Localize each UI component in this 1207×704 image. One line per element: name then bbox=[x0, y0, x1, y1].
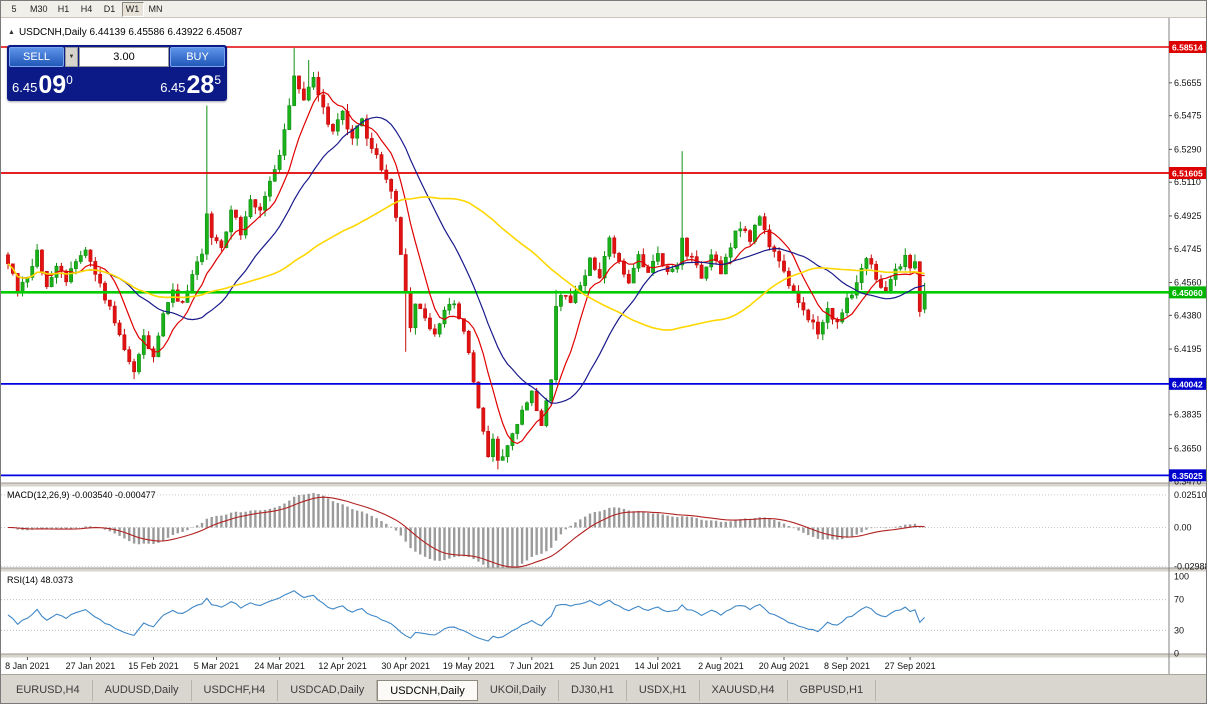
tab-usdchf-h4[interactable]: USDCHF,H4 bbox=[192, 680, 279, 701]
tab-usdcad-daily[interactable]: USDCAD,Daily bbox=[278, 680, 378, 701]
buy-price-fraction: 5 bbox=[214, 73, 221, 87]
macd-indicator-label: MACD(12,26,9) -0.003540 -0.000477 bbox=[7, 490, 156, 500]
timeframe-button-d1[interactable]: D1 bbox=[103, 3, 116, 14]
volume-input[interactable] bbox=[79, 47, 169, 67]
sell-price-pips: 09 bbox=[38, 71, 67, 99]
tab-usdx-h1[interactable]: USDX,H1 bbox=[627, 680, 700, 701]
chart-window[interactable] bbox=[1, 18, 1206, 676]
tab-xauusd-h4[interactable]: XAUUSD,H4 bbox=[700, 680, 788, 701]
sell-price-fraction: 0 bbox=[66, 73, 73, 87]
one-click-trading-panel: SELL ▼ BUY 6.45 09 0 6.45 28 5 bbox=[7, 45, 227, 101]
sell-button[interactable]: SELL bbox=[9, 47, 64, 67]
sell-price[interactable]: 6.45 09 0 bbox=[9, 67, 115, 99]
volume-spinner-icon[interactable]: ▼ bbox=[65, 47, 78, 67]
tab-ukoil-daily[interactable]: UKOil,Daily bbox=[478, 680, 560, 701]
buy-price-base: 6.45 bbox=[160, 80, 186, 95]
timeframe-toolbar: 5 M30 H1 H4 D1 W1 MN bbox=[1, 1, 1206, 18]
timeframe-button-h4[interactable]: H4 bbox=[80, 3, 93, 14]
tab-audusd-daily[interactable]: AUDUSD,Daily bbox=[93, 680, 192, 701]
timeframe-button-m30[interactable]: M30 bbox=[30, 3, 48, 14]
tab-eurusd-h4[interactable]: EURUSD,H4 bbox=[4, 680, 93, 701]
timeframe-button-5[interactable]: 5 bbox=[11, 3, 17, 14]
timeframe-button-w1[interactable]: W1 bbox=[121, 1, 144, 17]
tab-usdcnh-daily[interactable]: USDCNH,Daily bbox=[377, 680, 478, 701]
chart-title: ▲ USDCNH,Daily 6.44139 6.45586 6.43922 6… bbox=[8, 27, 242, 38]
timeframe-button-h1[interactable]: H1 bbox=[57, 3, 70, 14]
buy-price-pips: 28 bbox=[186, 71, 215, 99]
timeframe-button-mn[interactable]: MN bbox=[148, 3, 163, 14]
rsi-indicator-label: RSI(14) 48.0373 bbox=[7, 575, 74, 585]
collapse-trade-panel-icon[interactable]: ▲ bbox=[8, 29, 15, 36]
tab-gbpusd-h1[interactable]: GBPUSD,H1 bbox=[788, 680, 877, 701]
buy-button[interactable]: BUY bbox=[170, 47, 225, 67]
sell-price-base: 6.45 bbox=[12, 80, 38, 95]
tab-dj30-h1[interactable]: DJ30,H1 bbox=[559, 680, 627, 701]
chart-tab-bar: EURUSD,H4 AUDUSD,Daily USDCHF,H4 USDCAD,Dai… bbox=[1, 674, 1206, 703]
chart-title-text: USDCNH,Daily 6.44139 6.45586 6.43922 6.4… bbox=[18, 27, 243, 38]
buy-price[interactable]: 6.45 28 5 bbox=[115, 67, 225, 99]
